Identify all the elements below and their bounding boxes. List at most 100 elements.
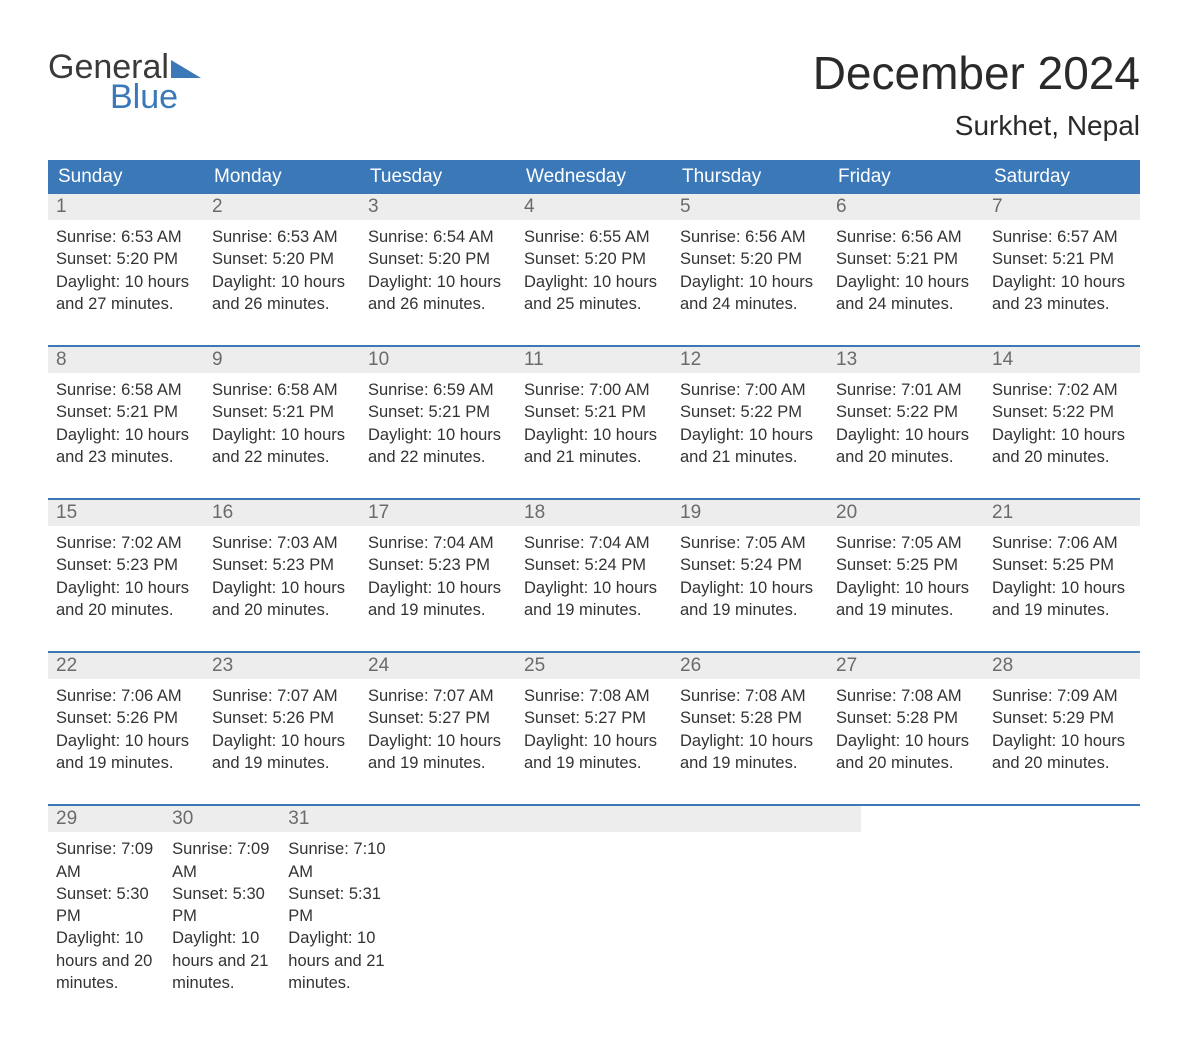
sunrise-line: Sunrise: 7:04 AM [524,532,664,554]
sunrise-line: Sunrise: 6:58 AM [212,379,352,401]
sunset-line: Sunset: 5:21 PM [368,401,508,423]
sunrise-line: Sunrise: 6:56 AM [680,226,820,248]
calendar-day: Sunrise: 7:08 AMSunset: 5:28 PMDaylight:… [672,679,828,784]
daylight-line: Daylight: 10 hours and 21 minutes. [524,424,664,469]
daylight-line: Daylight: 10 hours and 23 minutes. [56,424,196,469]
daylight-line: Daylight: 10 hours and 19 minutes. [524,730,664,775]
calendar-day: Sunrise: 7:06 AMSunset: 5:25 PMDaylight:… [984,526,1140,631]
weekday-header: Sunday [48,160,204,194]
day-number: 28 [984,653,1140,679]
day-number: 22 [48,653,204,679]
day-details: Sunrise: 7:09 AMSunset: 5:30 PMDaylight:… [48,832,164,994]
daylight-line: Daylight: 10 hours and 27 minutes. [56,271,196,316]
calendar-week: 15161718192021Sunrise: 7:02 AMSunset: 5:… [48,498,1140,631]
day-number: 21 [984,500,1140,526]
sunset-line: Sunset: 5:22 PM [836,401,976,423]
calendar-day: Sunrise: 6:54 AMSunset: 5:20 PMDaylight:… [360,220,516,325]
day-number: 7 [984,194,1140,220]
calendar-day: Sunrise: 7:08 AMSunset: 5:27 PMDaylight:… [516,679,672,784]
sunset-line: Sunset: 5:21 PM [524,401,664,423]
daylight-line: Daylight: 10 hours and 19 minutes. [836,577,976,622]
sunset-line: Sunset: 5:31 PM [288,883,388,928]
sunset-line: Sunset: 5:23 PM [368,554,508,576]
sunset-line: Sunset: 5:22 PM [992,401,1132,423]
sunrise-line: Sunrise: 7:08 AM [524,685,664,707]
day-number: 29 [48,806,164,832]
header: General Blue December 2024 Surkhet, Nepa… [48,50,1140,142]
day-number: 10 [360,347,516,373]
weekday-header: Saturday [984,160,1140,194]
day-number: 1 [48,194,204,220]
day-number [629,806,745,832]
sunrise-line: Sunrise: 6:53 AM [212,226,352,248]
daylight-line: Daylight: 10 hours and 19 minutes. [680,730,820,775]
sunrise-line: Sunrise: 6:58 AM [56,379,196,401]
day-details: Sunrise: 7:02 AMSunset: 5:23 PMDaylight:… [48,526,204,621]
sunset-line: Sunset: 5:26 PM [212,707,352,729]
day-number: 18 [516,500,672,526]
sunset-line: Sunset: 5:29 PM [992,707,1132,729]
day-number: 2 [204,194,360,220]
day-details: Sunrise: 7:09 AMSunset: 5:29 PMDaylight:… [984,679,1140,774]
calendar-day: Sunrise: 7:07 AMSunset: 5:27 PMDaylight:… [360,679,516,784]
calendar-day: Sunrise: 7:02 AMSunset: 5:23 PMDaylight:… [48,526,204,631]
sunrise-line: Sunrise: 7:05 AM [680,532,820,554]
daylight-line: Daylight: 10 hours and 20 minutes. [56,577,196,622]
weekday-header-row: SundayMondayTuesdayWednesdayThursdayFrid… [48,160,1140,194]
weekday-header: Monday [204,160,360,194]
sunrise-line: Sunrise: 7:02 AM [56,532,196,554]
daylight-line: Daylight: 10 hours and 26 minutes. [368,271,508,316]
sunset-line: Sunset: 5:30 PM [172,883,272,928]
daylight-line: Daylight: 10 hours and 24 minutes. [836,271,976,316]
day-number: 11 [516,347,672,373]
day-number [396,806,512,832]
day-number: 15 [48,500,204,526]
day-number: 3 [360,194,516,220]
calendar-day: Sunrise: 7:07 AMSunset: 5:26 PMDaylight:… [204,679,360,784]
title-block: December 2024 Surkhet, Nepal [813,50,1140,142]
day-details: Sunrise: 7:06 AMSunset: 5:25 PMDaylight:… [984,526,1140,621]
day-number: 16 [204,500,360,526]
day-details: Sunrise: 7:00 AMSunset: 5:22 PMDaylight:… [672,373,828,468]
sunrise-line: Sunrise: 7:07 AM [368,685,508,707]
day-details: Sunrise: 7:08 AMSunset: 5:28 PMDaylight:… [828,679,984,774]
daylight-line: Daylight: 10 hours and 24 minutes. [680,271,820,316]
sunrise-line: Sunrise: 7:08 AM [680,685,820,707]
daylight-line: Daylight: 10 hours and 20 minutes. [212,577,352,622]
weekday-header: Thursday [672,160,828,194]
weekday-header: Friday [828,160,984,194]
sunrise-line: Sunrise: 7:01 AM [836,379,976,401]
calendar-day: Sunrise: 6:56 AMSunset: 5:21 PMDaylight:… [828,220,984,325]
day-body-row: Sunrise: 6:58 AMSunset: 5:21 PMDaylight:… [48,373,1140,478]
calendar-day: Sunrise: 6:57 AMSunset: 5:21 PMDaylight:… [984,220,1140,325]
calendar-day: Sunrise: 6:53 AMSunset: 5:20 PMDaylight:… [48,220,204,325]
calendar-day: Sunrise: 7:09 AMSunset: 5:30 PMDaylight:… [48,832,164,1004]
day-details: Sunrise: 7:10 AMSunset: 5:31 PMDaylight:… [280,832,396,994]
sunset-line: Sunset: 5:21 PM [212,401,352,423]
daylight-line: Daylight: 10 hours and 21 minutes. [680,424,820,469]
daylight-line: Daylight: 10 hours and 19 minutes. [680,577,820,622]
day-number: 17 [360,500,516,526]
day-details: Sunrise: 7:06 AMSunset: 5:26 PMDaylight:… [48,679,204,774]
sunset-line: Sunset: 5:28 PM [680,707,820,729]
daylight-line: Daylight: 10 hours and 20 minutes. [56,927,156,994]
day-number-row: 22232425262728 [48,653,1140,679]
day-number: 24 [360,653,516,679]
calendar-week: 293031 Sunrise: 7:09 AMSunset: 5:30 PMDa… [48,804,1140,1004]
daylight-line: Daylight: 10 hours and 20 minutes. [836,730,976,775]
calendar-day [629,832,745,1004]
calendar-week: 891011121314Sunrise: 6:58 AMSunset: 5:21… [48,345,1140,478]
sunset-line: Sunset: 5:20 PM [524,248,664,270]
sunrise-line: Sunrise: 6:53 AM [56,226,196,248]
daylight-line: Daylight: 10 hours and 19 minutes. [368,730,508,775]
location-label: Surkhet, Nepal [813,110,1140,142]
daylight-line: Daylight: 10 hours and 22 minutes. [368,424,508,469]
daylight-line: Daylight: 10 hours and 19 minutes. [56,730,196,775]
daylight-line: Daylight: 10 hours and 20 minutes. [836,424,976,469]
sunset-line: Sunset: 5:23 PM [56,554,196,576]
day-number-row: 293031 [48,806,861,832]
day-body-row: Sunrise: 7:09 AMSunset: 5:30 PMDaylight:… [48,832,861,1004]
calendar-day: Sunrise: 7:03 AMSunset: 5:23 PMDaylight:… [204,526,360,631]
day-number-row: 891011121314 [48,347,1140,373]
calendar-week: 22232425262728Sunrise: 7:06 AMSunset: 5:… [48,651,1140,784]
